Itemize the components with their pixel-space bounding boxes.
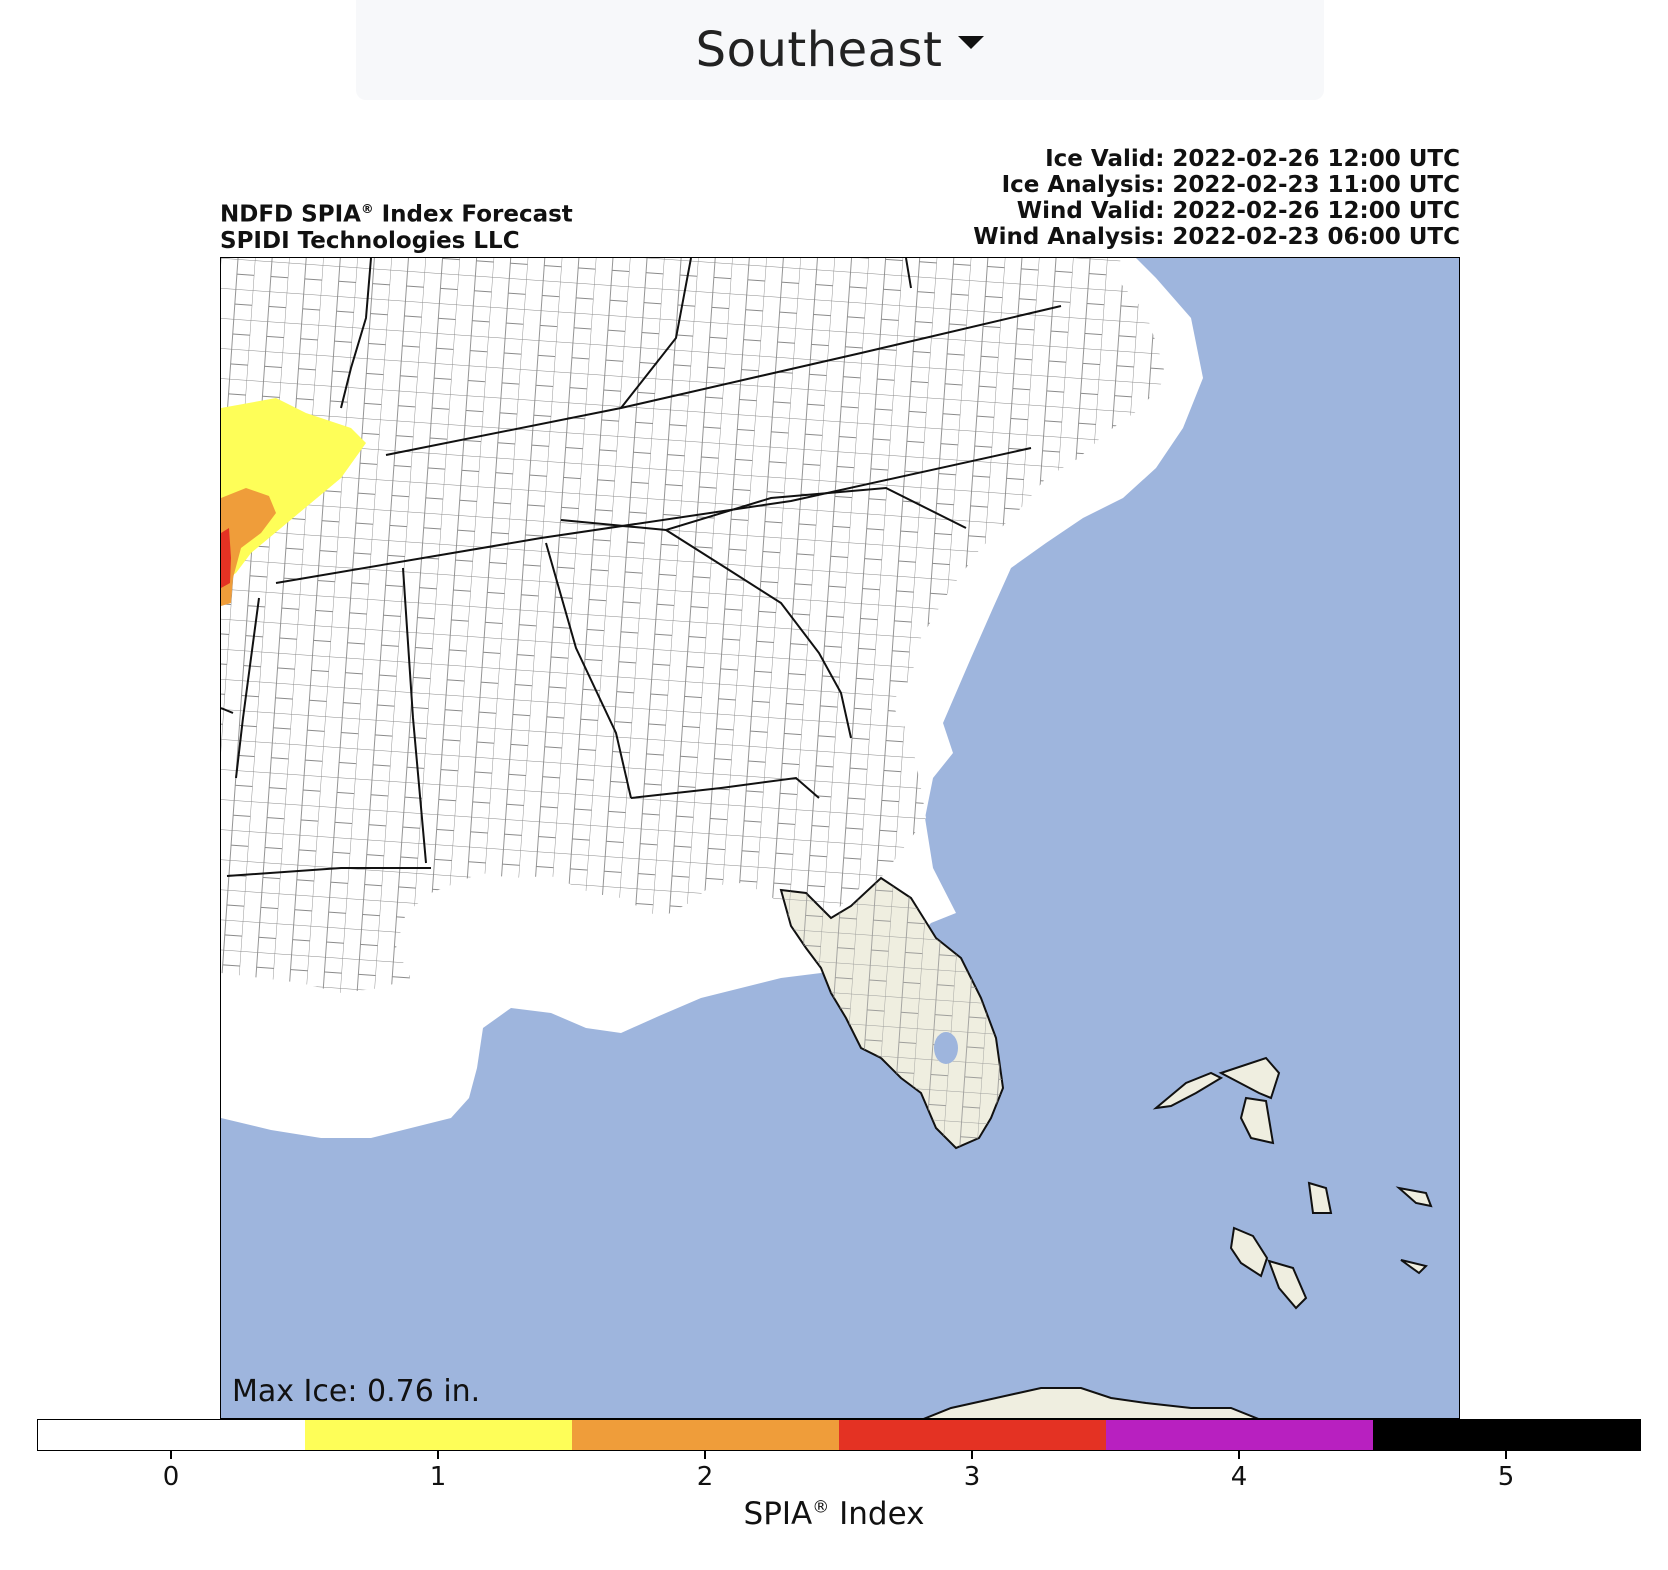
colorbar-segment-2 xyxy=(572,1420,839,1450)
wind-analysis-time: Wind Analysis: 2022-02-23 06:00 UTC xyxy=(973,224,1460,250)
forecast-map xyxy=(220,257,1460,1419)
colorbar-tick-label-5: 5 xyxy=(1497,1462,1515,1492)
ice-level-1-area xyxy=(221,398,366,583)
colorbar-segment-4 xyxy=(1106,1420,1373,1450)
spia-colorbar xyxy=(37,1419,1641,1451)
colorbar-title: SPIA® Index xyxy=(743,1496,925,1532)
company-name: SPIDI Technologies LLC xyxy=(220,227,520,254)
region-dropdown-label: Southeast xyxy=(695,22,943,78)
ice-valid-time: Ice Valid: 2022-02-26 12:00 UTC xyxy=(1045,146,1460,172)
colorbar-tick-0 xyxy=(170,1451,172,1459)
cuba xyxy=(923,1387,1259,1418)
colorbar-tick-label-1: 1 xyxy=(429,1462,447,1492)
state-boundaries xyxy=(221,258,1062,877)
region-dropdown[interactable]: Southeast xyxy=(356,0,1324,100)
ice-level-3-area xyxy=(221,528,231,588)
ice-analysis-time: Ice Analysis: 2022-02-23 11:00 UTC xyxy=(1001,172,1460,198)
colorbar-tick-5 xyxy=(1505,1451,1507,1459)
colorbar-tick-3 xyxy=(971,1451,973,1459)
product-heading: NDFD SPIA® Index Forecast SPIDI Technolo… xyxy=(220,196,573,254)
colorbar-tick-label-3: 3 xyxy=(963,1462,981,1492)
colorbar-tick-2 xyxy=(704,1451,706,1459)
colorbar-segment-1 xyxy=(305,1420,572,1450)
product-title: NDFD SPIA® Index Forecast xyxy=(220,201,573,228)
lake-okeechobee xyxy=(934,1032,958,1064)
colorbar-tick-4 xyxy=(1238,1451,1240,1459)
ice-level-2-area xyxy=(221,488,276,606)
colorbar-tick-1 xyxy=(437,1451,439,1459)
colorbar-tick-label-4: 4 xyxy=(1230,1462,1248,1492)
florida-counties xyxy=(781,878,1003,1148)
colorbar-segment-0 xyxy=(38,1420,305,1450)
colorbar-tick-label-2: 2 xyxy=(696,1462,714,1492)
bahamas xyxy=(1152,1056,1433,1310)
colorbar-tick-label-0: 0 xyxy=(162,1462,180,1492)
colorbar-segment-3 xyxy=(839,1420,1106,1450)
ice-accumulation xyxy=(221,398,366,606)
caret-down-icon xyxy=(958,35,985,49)
max-ice-label: Max Ice: 0.76 in. xyxy=(232,1374,481,1409)
valid-times: Ice Valid: 2022-02-26 12:00 UTC Ice Anal… xyxy=(973,146,1460,250)
wind-valid-time: Wind Valid: 2022-02-26 12:00 UTC xyxy=(1016,198,1460,224)
colorbar-segment-5 xyxy=(1373,1420,1640,1450)
